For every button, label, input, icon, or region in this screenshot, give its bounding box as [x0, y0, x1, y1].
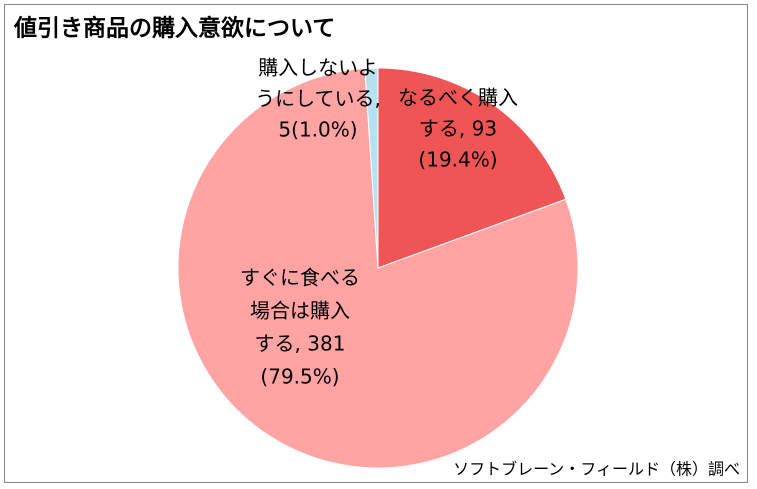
data-label: する, 93 — [419, 117, 497, 141]
data-label: する, 381 — [255, 332, 346, 356]
source-note: ソフトブレーン・フィールド（株）調べ — [453, 460, 740, 479]
data-label: 5(1.0%) — [278, 118, 357, 142]
chart-title: 値引き商品の購入意欲について — [13, 15, 335, 42]
data-label: 購入しないよ — [258, 56, 378, 80]
data-label: 場合は購入 — [250, 299, 350, 323]
pie-slice — [364, 67, 379, 269]
data-label: なるべく購入 — [398, 86, 518, 110]
pie-slice — [377, 67, 567, 269]
data-label: (19.4%) — [418, 148, 497, 172]
pie-slice — [177, 67, 579, 469]
pie — [177, 67, 579, 469]
data-label: うにしている, — [255, 87, 381, 111]
data-label: (79.5%) — [260, 365, 339, 389]
data-label: すぐに食べる — [240, 266, 360, 290]
